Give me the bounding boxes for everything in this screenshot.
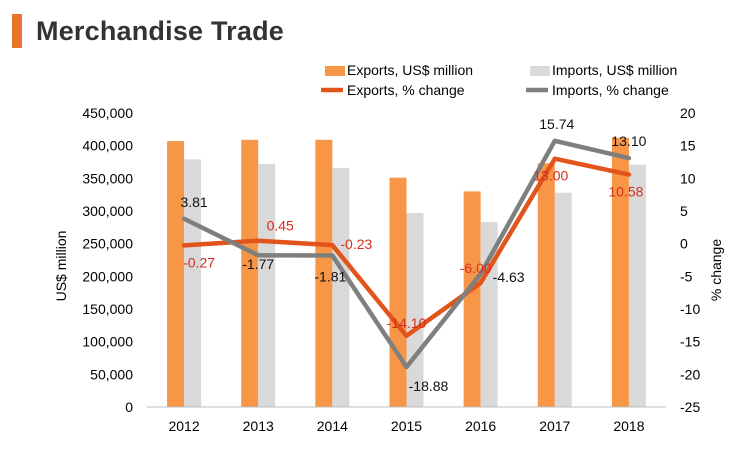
imports-change-label-2018: 13.10 [611,133,646,149]
legend-exports-bar-label: Exports, US$ million [347,62,473,78]
x-tick-label: 2015 [391,418,422,434]
y-tick-label: 250,000 [82,236,133,252]
exports-bar-2017 [537,163,555,407]
imports-change-label-2013: -1.77 [242,256,274,272]
y-tick-label: 450,000 [82,105,133,121]
legend-imports-line-label: Imports, % change [552,82,669,98]
y-tick-label: 100,000 [82,334,133,350]
exports-bar-2012 [167,141,185,408]
x-tick-label: 2014 [317,418,348,434]
exports-bar-2014 [315,139,333,407]
y2-axis-title: % change [708,239,724,301]
y2-tick-label: -10 [680,301,700,317]
y2-tick-label: -20 [680,366,700,382]
exports-change-label-2012: -0.27 [183,254,215,270]
y2-tick-label: -15 [680,334,700,350]
exports-change-label-2016: -6.00 [460,260,492,276]
exports-change-label-2014: -0.23 [340,236,372,252]
page-title: Merchandise Trade [36,16,284,46]
imports-change-label-2014: -1.81 [314,268,346,284]
exports-change-label-2015: -14.10 [387,315,427,331]
exports-change-label-2018: 10.58 [608,184,643,200]
imports-change-label-2016: -4.63 [493,269,525,285]
y2-tick-label: 10 [680,170,696,186]
exports-bar-2016 [463,191,481,407]
y-tick-label: 300,000 [82,203,133,219]
y2-tick-label: 5 [680,203,688,219]
y2-tick-label: 15 [680,138,696,154]
imports-bar-2017 [554,192,572,407]
imports-bar-2013 [258,163,276,407]
y2-tick-label: -25 [680,399,700,415]
y2-tick-label: 20 [680,105,696,121]
x-tick-label: 2012 [168,418,199,434]
imports-change-label-2012: 3.81 [180,194,207,210]
y-axis-title: US$ million [53,231,69,302]
y-tick-label: 350,000 [82,170,133,186]
y-tick-label: 0 [125,399,133,415]
x-tick-label: 2016 [465,418,496,434]
exports-bar-2015 [389,177,407,407]
title-accent-bar [12,14,22,48]
imports-change-label-2015: -18.88 [409,378,449,394]
exports-change-line [181,156,632,339]
exports-bar-2013 [241,139,259,407]
exports-change-label-2017: 13.00 [533,168,568,184]
imports-bar-2018 [628,164,646,407]
x-tick-label: 2017 [539,418,570,434]
legend-imports-bar-label: Imports, US$ million [552,62,677,78]
y2-tick-label: 0 [680,236,688,252]
y-tick-label: 400,000 [82,138,133,154]
y-tick-label: 50,000 [90,366,133,382]
legend-imports-bar-swatch [530,66,550,76]
exports-bar-2018 [611,137,629,407]
imports-change-label-2017: 15.74 [539,116,574,132]
y2-tick-label: -5 [680,268,693,284]
imports-change-line [181,138,632,370]
x-tick-label: 2018 [613,418,644,434]
legend-exports-line-label: Exports, % change [347,82,465,98]
imports-bar-2014 [332,167,350,407]
x-tick-label: 2013 [243,418,274,434]
y-tick-label: 150,000 [82,301,133,317]
exports-change-label-2013: 0.45 [267,218,294,234]
y-tick-label: 200,000 [82,268,133,284]
legend-exports-bar-swatch [325,66,345,76]
